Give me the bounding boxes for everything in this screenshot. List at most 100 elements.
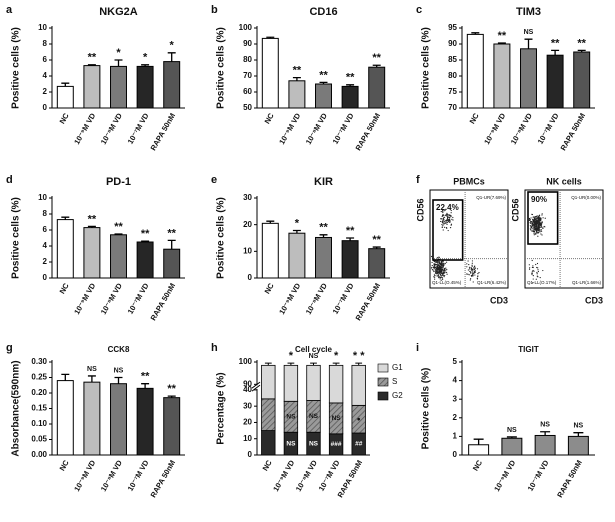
panel-letter: b — [211, 4, 218, 16]
event-dot — [441, 274, 443, 276]
event-dot — [533, 225, 536, 227]
event-dot — [438, 256, 440, 258]
bar-segment — [261, 364, 276, 400]
event-dot — [536, 273, 538, 275]
event-dot — [540, 218, 542, 220]
significance: NS — [309, 353, 319, 360]
quadrant-label: Q1-LL(O.45%) — [432, 280, 462, 285]
event-dot — [478, 271, 480, 274]
segment-annotation: NS — [286, 413, 296, 420]
event-dot — [539, 218, 541, 220]
event-dot — [446, 221, 449, 223]
error-bar — [141, 383, 150, 389]
significance: * — [334, 350, 339, 362]
event-dot — [530, 229, 532, 231]
significance: ** — [372, 234, 381, 246]
y-tick-label: 0 — [248, 273, 253, 282]
bar — [83, 65, 101, 109]
bar-segment — [261, 398, 276, 431]
event-dot — [467, 273, 469, 275]
event-dot — [534, 233, 536, 235]
event-dot — [468, 266, 471, 268]
event-dot — [469, 278, 472, 280]
panel-letter: e — [211, 174, 217, 186]
event-dot — [533, 223, 535, 225]
axis-break-mark — [251, 384, 261, 392]
event-dot — [533, 270, 535, 272]
error-bar — [319, 234, 328, 238]
error-bar — [264, 362, 272, 366]
event-dot — [474, 274, 476, 276]
event-dot — [534, 222, 536, 224]
plot-title: PBMCs — [453, 176, 485, 186]
bar-segment — [283, 364, 299, 402]
y-tick-label: 100 — [239, 23, 253, 32]
event-dot — [447, 216, 449, 218]
dots — [430, 209, 480, 283]
event-dot — [536, 221, 539, 223]
event-dot — [442, 225, 444, 227]
legend-swatch — [377, 377, 389, 387]
y-tick-label: 8 — [43, 39, 48, 48]
significance: ** — [167, 227, 176, 239]
bar — [288, 80, 306, 109]
bar — [136, 387, 154, 456]
event-dot — [539, 225, 541, 227]
event-dot — [540, 220, 542, 222]
event-dot — [535, 223, 537, 225]
y-tick-label: 0.00 — [31, 450, 47, 459]
bar — [56, 85, 74, 109]
significance: * — [170, 40, 175, 52]
error-bar — [506, 436, 517, 439]
event-dot — [539, 230, 541, 232]
event-dot — [532, 228, 535, 230]
panel-letter: a — [6, 4, 13, 16]
event-dot — [532, 221, 535, 223]
significance: ** — [88, 213, 97, 225]
event-dot — [471, 275, 473, 277]
chart-title: Cell cycle — [295, 345, 332, 354]
event-dot — [435, 273, 437, 275]
error-bar — [266, 36, 275, 39]
segment-annotation: ## — [355, 441, 363, 448]
event-dot — [446, 271, 448, 274]
event-dot — [444, 209, 446, 211]
bar-segment — [261, 430, 276, 456]
event-dot — [541, 221, 543, 223]
event-dot — [533, 218, 535, 220]
quadrant-label: Q1-LR(6.42%) — [477, 280, 507, 285]
y-tick-label: 30 — [243, 193, 252, 202]
event-dot — [531, 213, 534, 216]
event-dot — [443, 276, 445, 278]
event-dot — [472, 267, 475, 269]
event-dot — [536, 275, 538, 277]
event-dot — [437, 261, 439, 264]
event-dot — [442, 211, 444, 214]
significance: * — [116, 47, 121, 59]
significance: ** — [114, 221, 123, 233]
y-tick-label: 2 — [43, 87, 48, 96]
event-dot — [442, 272, 444, 275]
event-dot — [450, 215, 452, 217]
chart-title: PD-1 — [106, 176, 131, 188]
event-dot — [531, 272, 533, 274]
bar-segment — [351, 364, 366, 406]
event-dot — [443, 271, 445, 274]
event-dot — [530, 226, 533, 228]
y-tick-label: 75 — [448, 87, 457, 96]
event-dot — [446, 227, 448, 229]
event-dot — [433, 274, 436, 276]
event-dot — [540, 222, 542, 224]
event-dot — [472, 270, 474, 272]
event-dot — [529, 222, 532, 224]
event-dot — [442, 220, 444, 222]
y-tick-label: 60 — [243, 87, 252, 96]
event-dot — [440, 276, 442, 278]
event-dot — [471, 264, 473, 266]
significance: ** — [167, 383, 176, 395]
y-tick-label: 1 — [453, 432, 458, 441]
event-dot — [531, 229, 533, 231]
legend-swatch — [377, 363, 389, 373]
event-dot — [436, 257, 439, 259]
y-axis-label: CD56 — [510, 198, 520, 221]
